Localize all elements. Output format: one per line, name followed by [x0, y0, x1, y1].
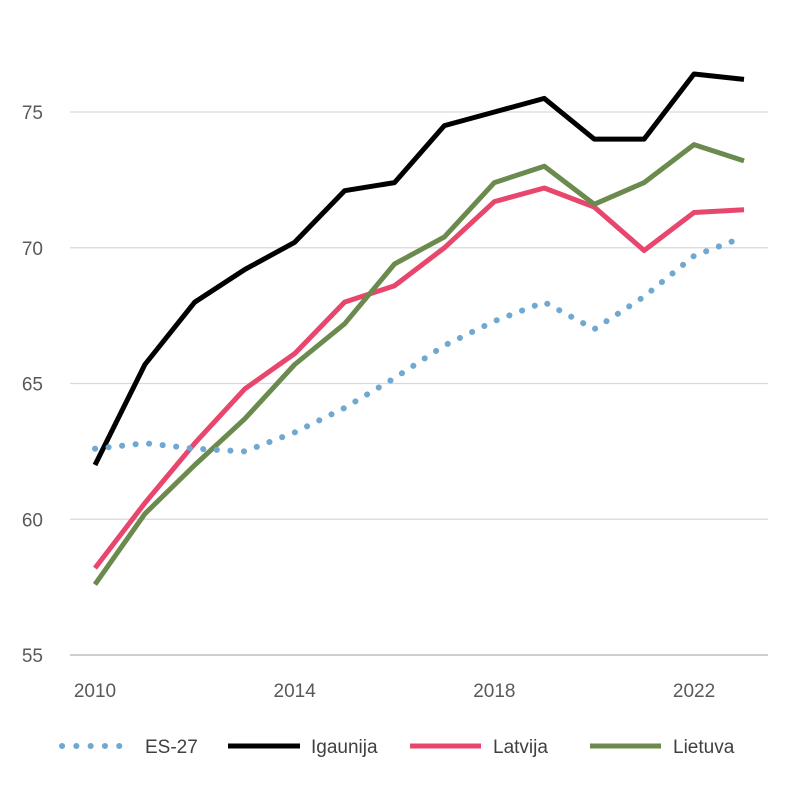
y-tick-label: 60	[22, 510, 43, 531]
x-tick-label: 2018	[473, 681, 515, 702]
y-tick-label: 70	[22, 239, 43, 260]
y-tick-label: 75	[22, 103, 43, 124]
series-line-es-27	[92, 233, 747, 455]
y-tick-label: 55	[22, 646, 43, 667]
series-line-latvija	[93, 185, 745, 570]
legend-item-latvija: Latvija	[410, 737, 548, 758]
legend-item-lietuva: Lietuva	[590, 737, 735, 758]
x-tick-label: 2014	[274, 681, 317, 702]
legend: ES-27 Igaunija Latvija Lietuva	[59, 737, 735, 758]
series-lines	[92, 71, 747, 586]
series-line-lietuva	[92, 142, 745, 586]
legend-item-es-27: ES-27	[59, 737, 198, 758]
y-tick-label: 65	[22, 375, 43, 396]
y-axis-ticks: 55 60 65 70 75	[22, 103, 43, 667]
legend-label: Latvija	[493, 737, 548, 758]
legend-label: Igaunija	[311, 737, 378, 758]
legend-label: ES-27	[145, 737, 198, 758]
legend-label: Lietuva	[673, 737, 735, 758]
x-axis-ticks: 2010 2014 2018 2022	[74, 681, 715, 702]
series-line-igaunija	[92, 71, 745, 467]
x-tick-label: 2022	[673, 681, 715, 702]
legend-item-igaunija: Igaunija	[228, 737, 378, 758]
x-tick-label: 2010	[74, 681, 116, 702]
gridlines	[70, 111, 768, 520]
